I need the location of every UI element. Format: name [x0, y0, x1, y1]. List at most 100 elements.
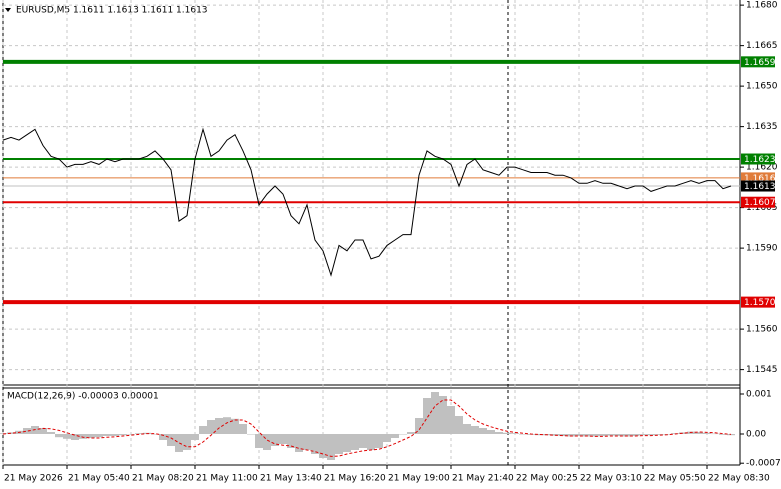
x-tick-label: 21 May 19:00 — [388, 474, 450, 484]
y-tick-label: 0.001 — [746, 390, 772, 400]
menu-arrow — [5, 8, 11, 12]
chart-title: EURUSD,M5 1.1611 1.1613 1.1611 1.1613 — [16, 6, 208, 16]
macd-bar — [447, 406, 455, 434]
price-line — [2, 127, 732, 277]
macd-bar — [87, 434, 95, 438]
y-tick-label: -0.00073 — [746, 459, 781, 469]
macd-bar — [535, 434, 543, 436]
macd-bar — [375, 434, 383, 448]
macd-bar — [631, 434, 639, 436]
macd-bar — [359, 434, 367, 448]
x-tick-label: 21 May 16:20 — [324, 474, 386, 484]
macd-title: MACD(12,26,9) -0.00003 0.00001 — [7, 392, 159, 402]
macd-bar — [135, 433, 143, 434]
macd-bar — [183, 434, 191, 450]
x-tick-label: 21 May 08:20 — [132, 474, 194, 484]
macd-bar — [711, 433, 719, 435]
signal-line — [2, 399, 732, 457]
x-tick-label: 22 May 08:30 — [708, 474, 770, 484]
y-tick-label: 1.1605 — [746, 203, 778, 213]
macd-bar — [199, 426, 207, 434]
macd-bar — [303, 434, 311, 450]
macd-bar — [215, 418, 223, 434]
macd-bar — [63, 434, 71, 439]
macd-bar — [23, 428, 31, 434]
macd-bar — [111, 434, 119, 436]
price-level-tag — [741, 56, 775, 68]
macd-bar — [519, 434, 527, 435]
macd-bar — [407, 432, 415, 434]
macd-bar — [335, 434, 343, 454]
macd-bar — [623, 434, 631, 437]
macd-bar — [639, 434, 647, 436]
x-tick-label: 21 May 05:40 — [68, 474, 130, 484]
macd-bar — [727, 434, 735, 436]
macd-bar — [383, 434, 391, 442]
macd-bar — [127, 434, 135, 435]
macd-bar — [599, 434, 607, 436]
macd-bar — [583, 434, 591, 437]
macd-bar — [71, 434, 79, 440]
y-tick-label: 0.00 — [746, 430, 766, 440]
price-level-label: 1.1659 — [744, 58, 776, 68]
macd-bar — [55, 434, 63, 438]
y-tick-label: 1.1590 — [746, 244, 778, 254]
price-level-tag — [741, 172, 775, 184]
x-tick-label: 22 May 05:50 — [644, 474, 706, 484]
macd-bar — [567, 434, 575, 437]
macd-bar — [679, 432, 687, 434]
macd-bar — [559, 434, 567, 436]
x-tick-label: 21 May 13:40 — [260, 474, 322, 484]
macd-bar — [247, 434, 255, 435]
price-level-tag — [741, 180, 775, 192]
macd-bar — [503, 432, 511, 434]
macd-bar — [719, 434, 727, 435]
y-tick-label: 1.1665 — [746, 41, 778, 51]
macd-bar — [695, 432, 703, 434]
macd-bar — [455, 416, 463, 434]
macd-bar — [343, 434, 351, 452]
price-level-label: 1.1616 — [744, 174, 776, 184]
macd-bar — [487, 430, 495, 434]
macd-bar — [79, 434, 87, 439]
macd-bar — [575, 434, 583, 436]
macd-bar — [191, 434, 199, 440]
y-tick-label: 1.1680 — [746, 1, 778, 11]
macd-bar — [295, 434, 303, 452]
macd-bar — [647, 434, 655, 436]
x-tick-label: 21 May 2026 — [4, 474, 63, 484]
macd-bar — [511, 433, 519, 434]
macd-bar — [479, 428, 487, 434]
macd-bar — [463, 424, 471, 434]
macd-bar — [471, 426, 479, 434]
macd-bar — [327, 434, 335, 460]
macd-bar — [423, 398, 431, 434]
macd-bar — [239, 424, 247, 434]
macd-bar — [591, 434, 599, 437]
macd-bar — [655, 434, 663, 435]
macd-bar — [607, 434, 615, 436]
macd-bar — [47, 432, 55, 434]
macd-bar — [415, 418, 423, 434]
macd-bar — [391, 434, 399, 438]
price-level-label: 1.1607 — [744, 198, 776, 208]
price-level-tag — [741, 196, 775, 208]
macd-bar — [311, 434, 319, 454]
y-tick-label: 1.1560 — [746, 325, 778, 335]
macd-bar — [103, 434, 111, 436]
price-level-tag — [741, 153, 775, 165]
y-tick-label: 1.1635 — [746, 122, 778, 132]
macd-bar — [271, 434, 279, 446]
y-tick-label: 1.1620 — [746, 163, 778, 173]
macd-bar — [287, 434, 295, 448]
macd-bar — [167, 434, 175, 446]
macd-bar — [663, 434, 671, 435]
price-level-label: 1.1623 — [744, 155, 776, 165]
macd-bar — [95, 434, 103, 438]
macd-bar — [255, 434, 263, 448]
price-level-tag — [741, 296, 775, 308]
macd-bar — [39, 428, 47, 434]
macd-bar — [319, 434, 327, 458]
